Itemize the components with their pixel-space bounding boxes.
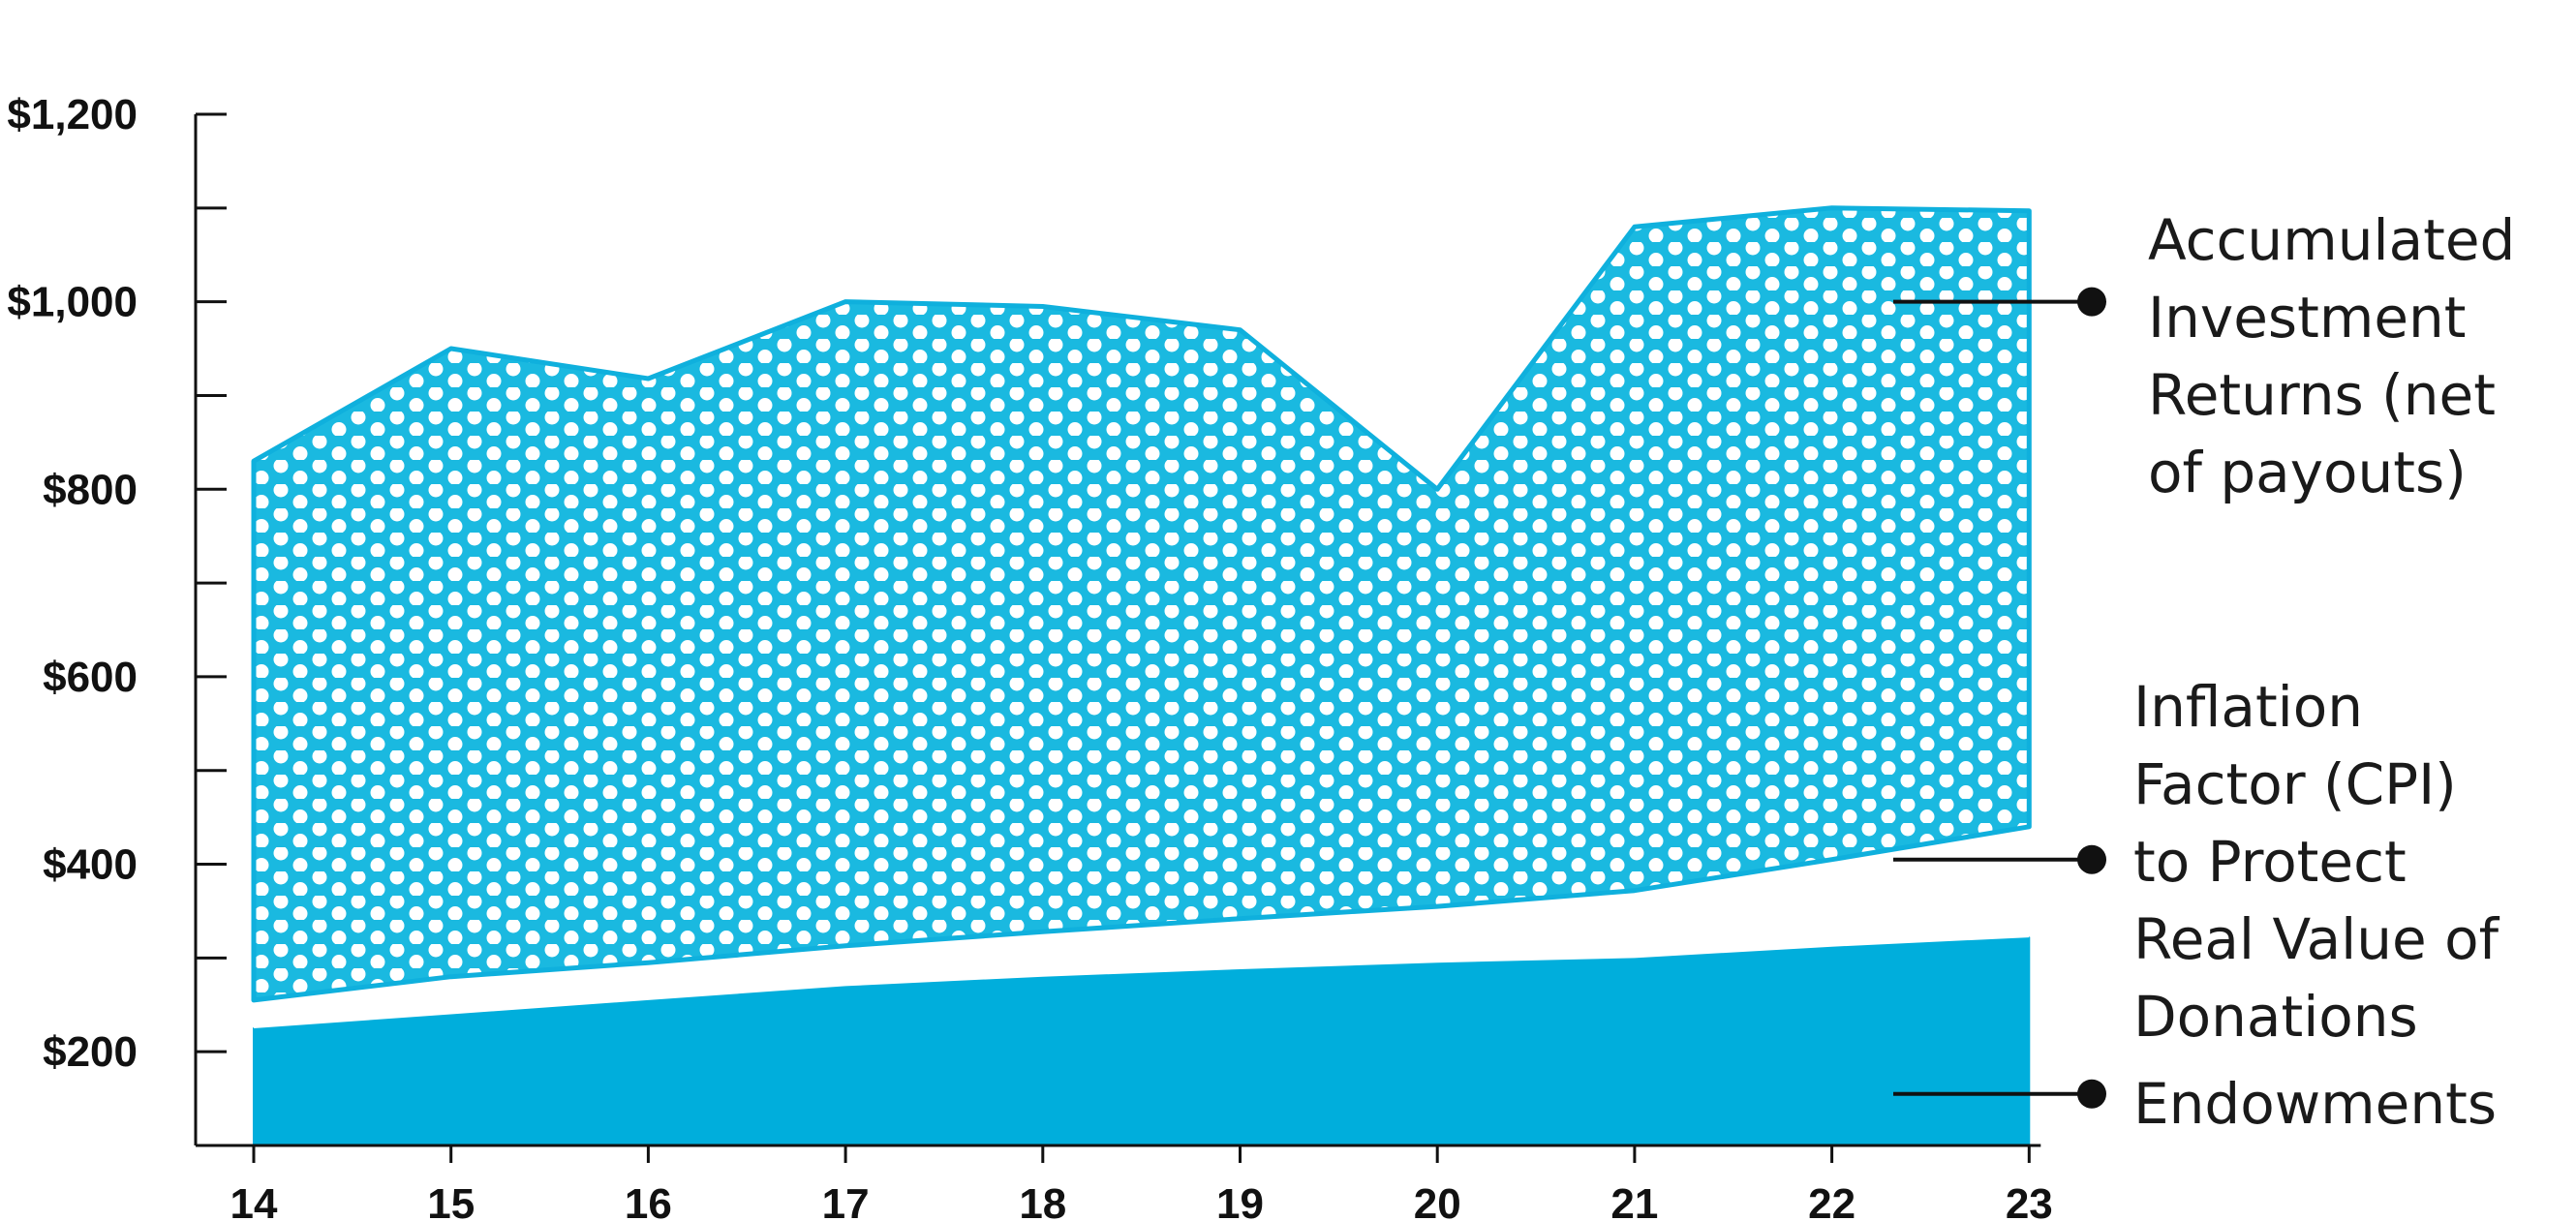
y-axis-ticks: $200 $400 $600 $800 $1,000 $1,200 bbox=[7, 91, 227, 1076]
investment-returns-area bbox=[251, 205, 2032, 1003]
x-tick-label: 17 bbox=[822, 1180, 870, 1221]
x-axis-ticks: 14 15 16 17 18 19 20 21 22 23 bbox=[230, 1145, 2053, 1221]
x-tick-label: 21 bbox=[1610, 1180, 1658, 1221]
legend-endowments: Endowments bbox=[1893, 1071, 2497, 1137]
y-tick-label: $800 bbox=[43, 466, 138, 513]
legend-label-line: Donations bbox=[2133, 984, 2418, 1050]
legend-investment-returns: Accumulated Investment Returns (net of payo… bbox=[1893, 207, 2515, 505]
x-tick-label: 19 bbox=[1216, 1180, 1264, 1221]
legend: Accumulated Investment Returns (net of payo… bbox=[1893, 207, 2515, 1137]
legend-label-line: Inflation bbox=[2133, 674, 2363, 740]
legend-label-line: of payouts) bbox=[2148, 440, 2467, 505]
legend-pointer-dot bbox=[2077, 1079, 2106, 1109]
legend-pointer-dot bbox=[2077, 287, 2106, 317]
y-tick-label: $400 bbox=[43, 841, 138, 889]
legend-label-line: to Protect bbox=[2133, 829, 2407, 895]
y-tick-label: $1,000 bbox=[7, 279, 138, 326]
x-tick-label: 14 bbox=[230, 1180, 278, 1221]
legend-label-line: Real Value of bbox=[2133, 906, 2500, 972]
x-tick-label: 20 bbox=[1414, 1180, 1461, 1221]
y-tick-label: $1,200 bbox=[7, 91, 138, 138]
x-tick-label: 22 bbox=[1808, 1180, 1855, 1221]
area-layers bbox=[251, 205, 2032, 1146]
legend-label-line: Investment bbox=[2148, 285, 2467, 351]
x-tick-label: 16 bbox=[625, 1180, 672, 1221]
legend-label-line: Endowments bbox=[2133, 1071, 2497, 1137]
y-tick-label: $200 bbox=[43, 1028, 138, 1076]
legend-pointer-dot bbox=[2077, 844, 2106, 874]
legend-label-line: Factor (CPI) bbox=[2133, 751, 2457, 817]
y-tick-label: $600 bbox=[43, 654, 138, 701]
axes bbox=[194, 114, 2041, 1147]
x-tick-label: 18 bbox=[1019, 1180, 1066, 1221]
x-tick-label: 23 bbox=[2006, 1180, 2053, 1221]
legend-label-line: Returns (net bbox=[2148, 362, 2496, 428]
legend-inflation-factor: Inflation Factor (CPI) to Protect Real Valu… bbox=[1893, 674, 2500, 1050]
x-tick-label: 15 bbox=[427, 1180, 475, 1221]
legend-label-line: Accumulated bbox=[2148, 207, 2515, 273]
